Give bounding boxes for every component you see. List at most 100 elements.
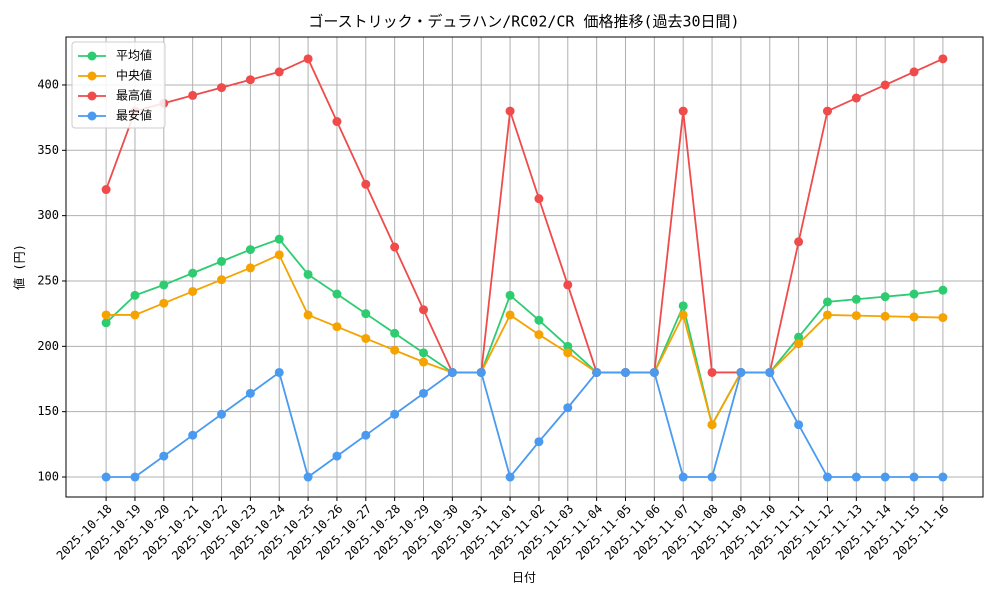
legend-label: 平均値 xyxy=(116,48,152,63)
point xyxy=(909,67,919,77)
y-tick-label: 400 xyxy=(37,77,59,91)
point xyxy=(390,242,400,252)
point xyxy=(188,430,198,440)
point xyxy=(217,275,227,285)
point xyxy=(159,280,169,290)
y-tick-label: 100 xyxy=(37,470,59,484)
point xyxy=(794,332,804,342)
point xyxy=(274,234,284,244)
point xyxy=(274,367,284,377)
y-tick-label: 250 xyxy=(37,273,59,287)
point xyxy=(390,345,400,355)
point xyxy=(101,185,111,195)
point xyxy=(217,256,227,266)
point xyxy=(707,472,717,482)
point xyxy=(563,280,573,290)
point xyxy=(649,367,659,377)
point xyxy=(851,472,861,482)
point xyxy=(361,430,371,440)
point xyxy=(794,237,804,247)
legend-marker xyxy=(87,91,97,101)
point xyxy=(909,472,919,482)
point xyxy=(217,409,227,419)
point xyxy=(822,472,832,482)
point xyxy=(361,179,371,189)
point xyxy=(188,268,198,278)
series-line xyxy=(106,253,943,428)
legend-label: 最安値 xyxy=(116,108,152,123)
point xyxy=(822,106,832,116)
point xyxy=(938,313,948,323)
point xyxy=(505,472,515,482)
point xyxy=(851,93,861,103)
point xyxy=(938,54,948,64)
point xyxy=(909,312,919,322)
series-line xyxy=(106,370,943,479)
point xyxy=(245,245,255,255)
point xyxy=(303,269,313,279)
legend-label: 中央値 xyxy=(116,68,152,83)
point xyxy=(390,409,400,419)
series-line xyxy=(105,238,944,428)
point xyxy=(101,310,111,320)
point xyxy=(303,54,313,64)
point xyxy=(361,309,371,319)
legend-label: 最高値 xyxy=(116,88,152,103)
point xyxy=(419,305,429,315)
point xyxy=(880,292,890,302)
point xyxy=(678,106,688,116)
point xyxy=(678,301,688,311)
point xyxy=(274,67,284,77)
point xyxy=(245,263,255,273)
point xyxy=(534,194,544,204)
point xyxy=(303,310,313,320)
point xyxy=(765,367,775,377)
point xyxy=(851,311,861,321)
point xyxy=(592,367,602,377)
point xyxy=(505,106,515,116)
point xyxy=(880,311,890,321)
legend-marker xyxy=(87,111,97,121)
point xyxy=(534,315,544,325)
point xyxy=(101,318,111,328)
point xyxy=(188,286,198,296)
point xyxy=(447,367,457,377)
point xyxy=(563,341,573,351)
y-tick-label: 300 xyxy=(37,208,59,222)
point xyxy=(620,367,630,377)
point xyxy=(794,339,804,349)
point xyxy=(534,437,544,447)
plot-frame xyxy=(65,36,984,498)
point xyxy=(130,310,140,320)
point xyxy=(851,294,861,304)
point xyxy=(217,83,227,93)
point xyxy=(130,290,140,300)
point xyxy=(245,388,255,398)
point xyxy=(707,367,717,377)
point xyxy=(505,290,515,300)
point xyxy=(188,90,198,100)
legend-box xyxy=(71,41,166,129)
point xyxy=(130,472,140,482)
point xyxy=(419,348,429,358)
point xyxy=(332,117,342,127)
point xyxy=(563,403,573,413)
point xyxy=(880,472,890,482)
point xyxy=(245,75,255,85)
point xyxy=(822,310,832,320)
point xyxy=(332,451,342,461)
point xyxy=(938,285,948,295)
point xyxy=(332,322,342,332)
point xyxy=(419,357,429,367)
legend-marker xyxy=(87,51,97,61)
point xyxy=(476,367,486,377)
point xyxy=(880,80,890,90)
point xyxy=(563,348,573,358)
point xyxy=(794,420,804,430)
point xyxy=(707,420,717,430)
chart-title: ゴーストリック・デュラハン/RC02/CR 価格推移(過去30日間) xyxy=(308,13,739,31)
point xyxy=(822,297,832,307)
y-tick-label: 350 xyxy=(37,143,59,157)
legend-marker xyxy=(87,71,97,81)
